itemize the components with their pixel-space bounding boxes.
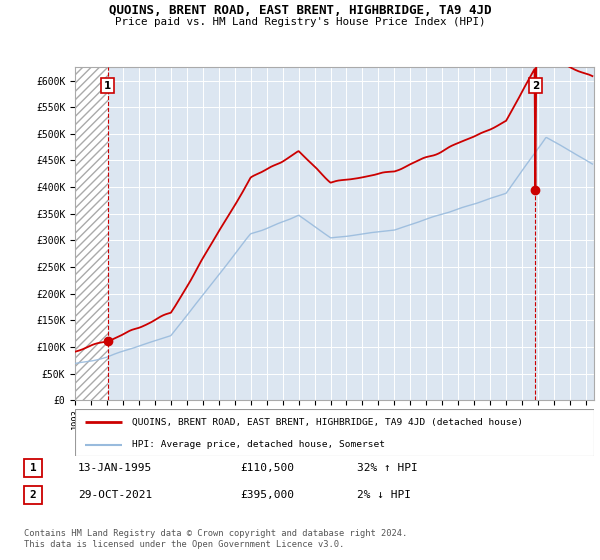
Text: HPI: Average price, detached house, Somerset: HPI: Average price, detached house, Some… <box>132 440 385 449</box>
Text: 32% ↑ HPI: 32% ↑ HPI <box>357 463 418 473</box>
Text: QUOINS, BRENT ROAD, EAST BRENT, HIGHBRIDGE, TA9 4JD (detached house): QUOINS, BRENT ROAD, EAST BRENT, HIGHBRID… <box>132 418 523 427</box>
Text: QUOINS, BRENT ROAD, EAST BRENT, HIGHBRIDGE, TA9 4JD: QUOINS, BRENT ROAD, EAST BRENT, HIGHBRID… <box>109 4 491 17</box>
Text: 2% ↓ HPI: 2% ↓ HPI <box>357 490 411 500</box>
Text: 1: 1 <box>29 463 37 473</box>
Text: 2: 2 <box>29 490 37 500</box>
Text: Contains HM Land Registry data © Crown copyright and database right 2024.
This d: Contains HM Land Registry data © Crown c… <box>24 529 407 549</box>
Text: 2: 2 <box>532 81 539 91</box>
Text: 29-OCT-2021: 29-OCT-2021 <box>78 490 152 500</box>
FancyBboxPatch shape <box>75 409 594 456</box>
Text: 1: 1 <box>104 81 111 91</box>
Text: £110,500: £110,500 <box>240 463 294 473</box>
Text: 13-JAN-1995: 13-JAN-1995 <box>78 463 152 473</box>
Text: £395,000: £395,000 <box>240 490 294 500</box>
Bar <box>75 67 107 400</box>
Text: Price paid vs. HM Land Registry's House Price Index (HPI): Price paid vs. HM Land Registry's House … <box>115 17 485 27</box>
